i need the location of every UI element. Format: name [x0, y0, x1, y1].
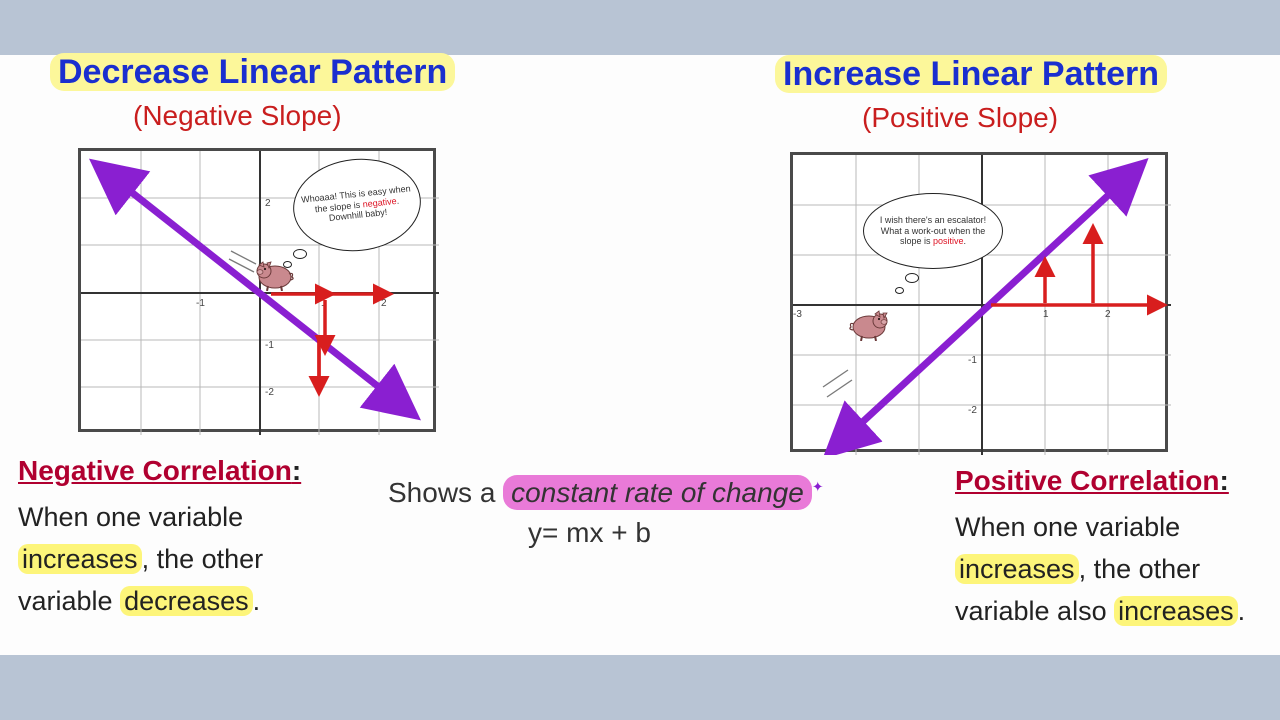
svg-text:2: 2 [381, 298, 387, 309]
bubble-dot [293, 249, 307, 259]
left-graph: 2 -1 -2 -1 1 2 [78, 148, 436, 432]
right-title: Increase Linear Pattern [775, 55, 1167, 94]
svg-text:-3: -3 [793, 309, 802, 320]
center-line1: Shows a constant rate of change✦ [388, 477, 824, 509]
svg-text:-1: -1 [265, 340, 274, 351]
bubble-dot [905, 273, 919, 283]
svg-text:-2: -2 [968, 405, 977, 416]
svg-text:-2: -2 [265, 387, 274, 398]
right-title-text: Increase Linear Pattern [775, 55, 1167, 93]
right-graph: -1 -2 1 2 -3 [790, 152, 1168, 452]
svg-text:-1: -1 [196, 298, 205, 309]
right-corr-heading: Positive Correlation: [955, 465, 1229, 497]
svg-text:1: 1 [1043, 309, 1049, 320]
right-graph-svg: -1 -2 1 2 -3 [793, 155, 1171, 455]
left-title-text: Decrease Linear Pattern [50, 53, 455, 91]
svg-text:2: 2 [265, 198, 271, 209]
right-red-arrows [991, 230, 1161, 305]
center-formula: y= mx + b [528, 517, 651, 549]
left-corr-body: When one variable increases, the other v… [18, 497, 318, 623]
pig-icon [253, 257, 295, 291]
right-thought-bubble: I wish there's an escalator! What a work… [863, 193, 1003, 269]
left-subtitle: (Negative Slope) [133, 100, 342, 132]
left-title: Decrease Linear Pattern [50, 53, 455, 92]
bubble-dot [895, 287, 904, 294]
right-corr-body: When one variable increases, the other v… [955, 507, 1275, 633]
left-corr-heading: Negative Correlation: [18, 455, 301, 487]
slide-content: Decrease Linear Pattern (Negative Slope) [0, 55, 1280, 655]
pig-icon [847, 307, 889, 341]
right-subtitle: (Positive Slope) [862, 102, 1058, 134]
svg-text:-1: -1 [968, 355, 977, 366]
svg-text:2: 2 [1105, 309, 1111, 320]
